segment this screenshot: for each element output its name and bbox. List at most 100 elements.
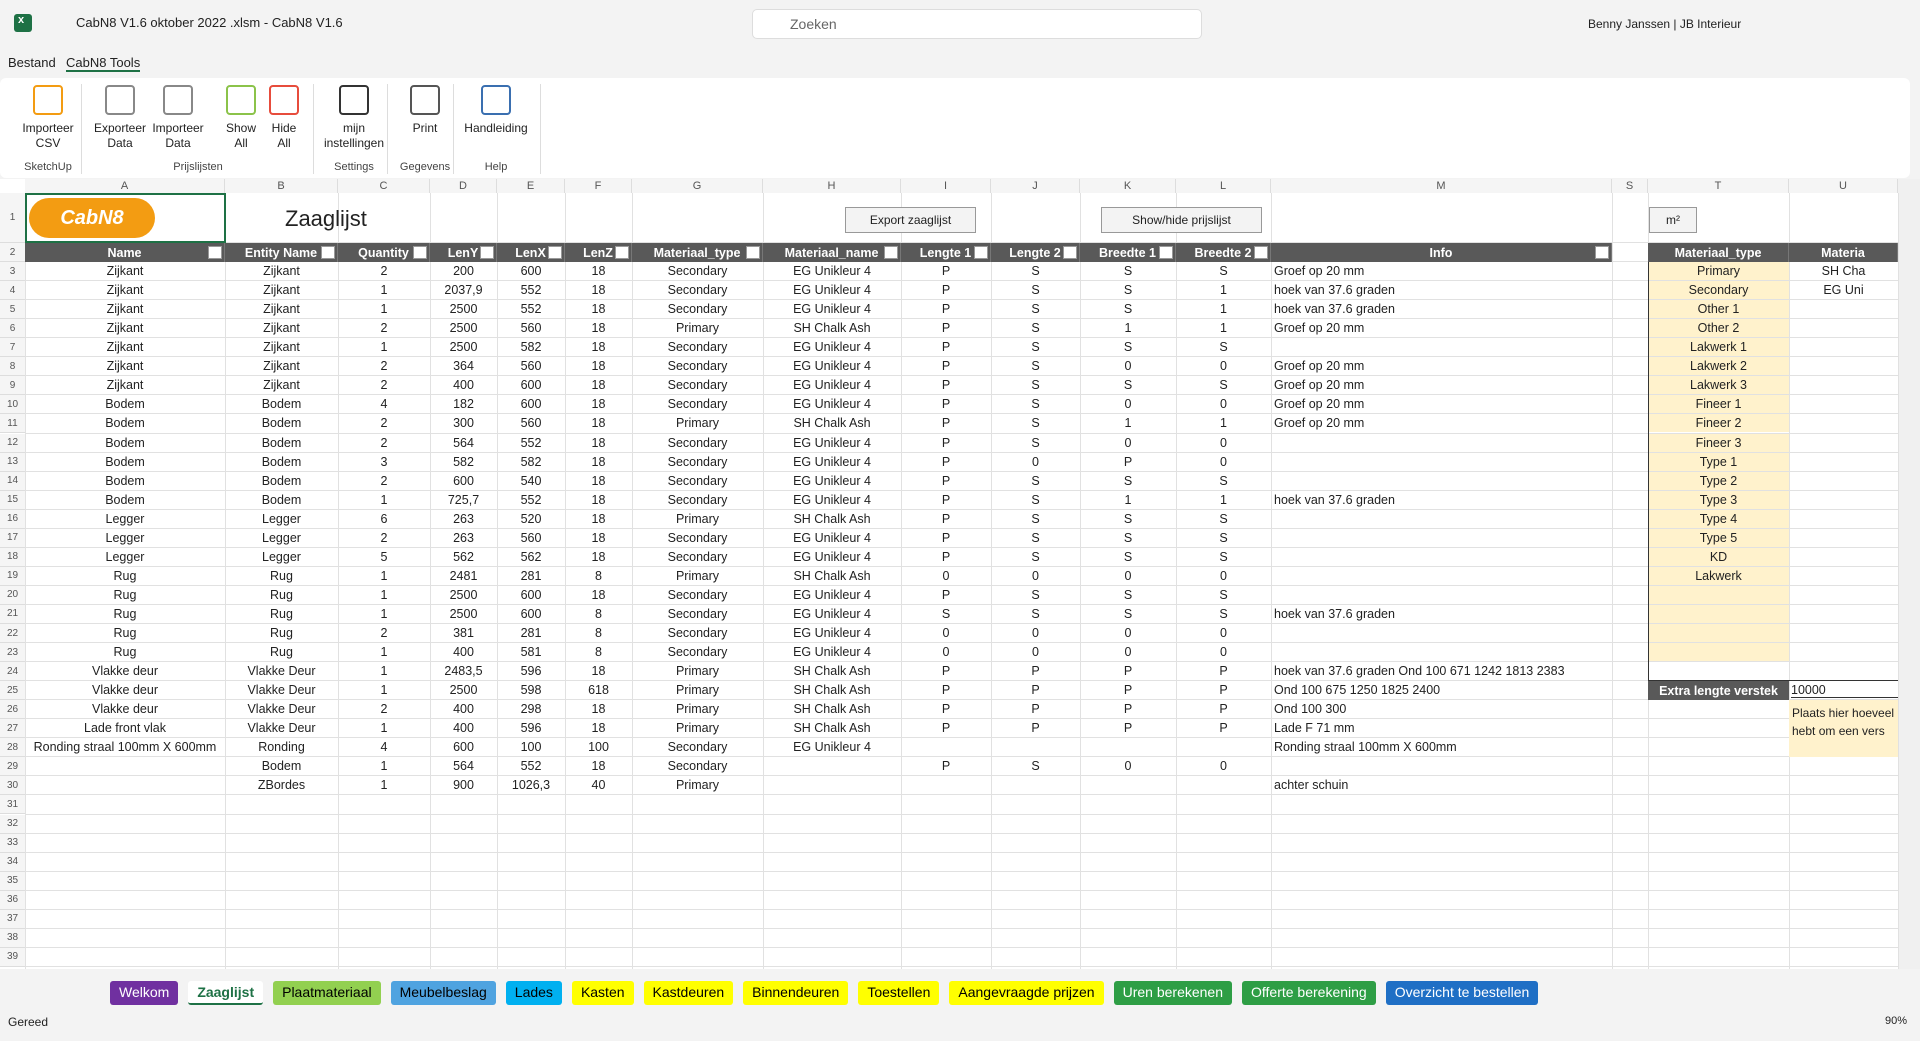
cell: S [1219, 340, 1228, 355]
cell: Bodem [261, 492, 302, 507]
cell: SH Chalk Ash [793, 683, 871, 698]
cell: Rug [113, 587, 137, 602]
sheet-tab[interactable]: Binnendeuren [743, 981, 849, 1005]
ribbon-button-label[interactable]: instellingen [323, 136, 385, 150]
grid-line [1898, 193, 1899, 969]
ribbon-button-label[interactable]: Print [412, 121, 438, 135]
cell: 1 [380, 778, 388, 793]
grid-line [225, 193, 226, 969]
cell: Primary [675, 702, 720, 717]
ribbon-button-label[interactable]: Handleiding [464, 121, 528, 135]
cell: 0 [1032, 568, 1039, 583]
sheet-button[interactable]: Export zaaglijst [845, 207, 976, 233]
filter-button[interactable] [1595, 246, 1609, 259]
ribbon-button-label[interactable]: Importeer [152, 121, 204, 135]
cell: 400 [453, 721, 474, 736]
filter-button[interactable] [548, 246, 562, 259]
ribbon-button-label[interactable]: All [277, 136, 291, 150]
cell: Primary [675, 778, 720, 793]
sheet-button[interactable]: Show/hide prijslijst [1101, 207, 1262, 233]
menu-tab[interactable]: Bestand [8, 55, 56, 70]
cell: 263 [453, 511, 474, 526]
user-name: Benny Janssen | JB Interieur [1588, 17, 1742, 31]
row-number: 13 [0, 452, 25, 472]
cell: 1 [1220, 416, 1227, 431]
cell: Secondary [667, 435, 728, 450]
ribbon-button-label[interactable]: CSV [35, 136, 61, 150]
ribbon-button-label[interactable]: Hide [271, 121, 297, 135]
cell: 0 [1032, 454, 1039, 469]
filter-button[interactable] [480, 246, 494, 259]
filter-button[interactable] [321, 246, 335, 259]
cell: 18 [591, 492, 606, 507]
cell: 2 [380, 473, 388, 488]
filter-button[interactable] [884, 246, 898, 259]
cell: P [1031, 664, 1040, 679]
ribbon-button-label[interactable]: Show [225, 121, 257, 135]
ribbon-button-label[interactable]: Data [165, 136, 191, 150]
cell: 1 [1220, 321, 1227, 336]
cell: ZBordes [257, 778, 306, 793]
row-number: 16 [0, 509, 25, 529]
cell: 1 [380, 606, 388, 621]
cell: S [1123, 511, 1133, 526]
row-number: 22 [0, 624, 25, 644]
sheet-tab[interactable]: Welkom [110, 981, 179, 1005]
ribbon-button-label[interactable]: Importeer [22, 121, 74, 135]
grid-line [25, 413, 1898, 415]
menu-tab[interactable]: CabN8 Tools [66, 55, 141, 72]
sheet-tab[interactable]: Lades [505, 981, 562, 1005]
filter-button[interactable] [413, 246, 427, 259]
cell: P [1031, 683, 1040, 698]
cell: Legger [262, 530, 301, 545]
cell: 2 [380, 359, 388, 374]
grid-line [1612, 193, 1613, 969]
filter-button[interactable] [615, 246, 629, 259]
filter-button[interactable] [974, 246, 988, 259]
sheet-tab[interactable]: Plaatmateriaal [273, 981, 381, 1005]
row-number: 19 [0, 566, 25, 586]
filter-button[interactable] [1254, 246, 1268, 259]
sheet-tab[interactable]: Meubelbeslag [390, 981, 496, 1005]
filter-button[interactable] [1159, 246, 1173, 259]
sheet-tab[interactable]: Overzicht te bestellen [1385, 981, 1539, 1005]
cell: S [1031, 511, 1040, 526]
row-number: 34 [0, 852, 25, 872]
sheet-tab[interactable]: Uren berekenen [1113, 981, 1232, 1005]
filter-button[interactable] [746, 246, 760, 259]
ribbon-button-label[interactable]: Data [107, 136, 133, 150]
cell: Secondary [667, 359, 728, 374]
cell: Vlakke Deur [247, 664, 316, 679]
vertical-scrollbar[interactable] [1898, 179, 1920, 969]
sheet-button[interactable]: m² [1649, 207, 1697, 233]
sheet-tab[interactable]: Toestellen [858, 981, 940, 1005]
cell: 298 [520, 702, 542, 717]
row-number: 24 [0, 662, 25, 682]
sheet-tab[interactable]: Zaaglijst [188, 981, 264, 1005]
cell: P [941, 454, 951, 469]
cell: Secondary [667, 302, 728, 317]
filter-button[interactable] [1063, 246, 1077, 259]
column-header: M [1271, 179, 1612, 193]
filter-button[interactable] [208, 246, 222, 259]
sheet-tab[interactable]: Kastdeuren [643, 981, 734, 1005]
sheet-tab[interactable]: Aangevraagde prijzen [949, 981, 1104, 1005]
ribbon-button-label[interactable]: mijn [342, 121, 365, 135]
cell: 564 [453, 435, 474, 450]
cell: 1 [1220, 283, 1227, 298]
ribbon-button-label[interactable]: All [234, 136, 248, 150]
cell: 200 [453, 264, 474, 279]
cell: Legger [105, 549, 145, 564]
cell: S [1123, 606, 1133, 621]
cell: 520 [520, 511, 542, 526]
ribbon-icon [339, 85, 369, 115]
cell: 18 [591, 416, 606, 431]
ribbon-button-label[interactable]: Exporteer [93, 121, 147, 135]
sheet-tab[interactable]: Kasten [571, 981, 634, 1005]
cell: 8 [595, 645, 602, 660]
sheet-tab[interactable]: Offerte berekening [1242, 981, 1376, 1005]
ribbon-group-label: Help [484, 161, 508, 173]
cell: Other 1 [1697, 302, 1740, 317]
search-box[interactable] [752, 9, 1202, 39]
cell: 0 [1124, 645, 1132, 660]
